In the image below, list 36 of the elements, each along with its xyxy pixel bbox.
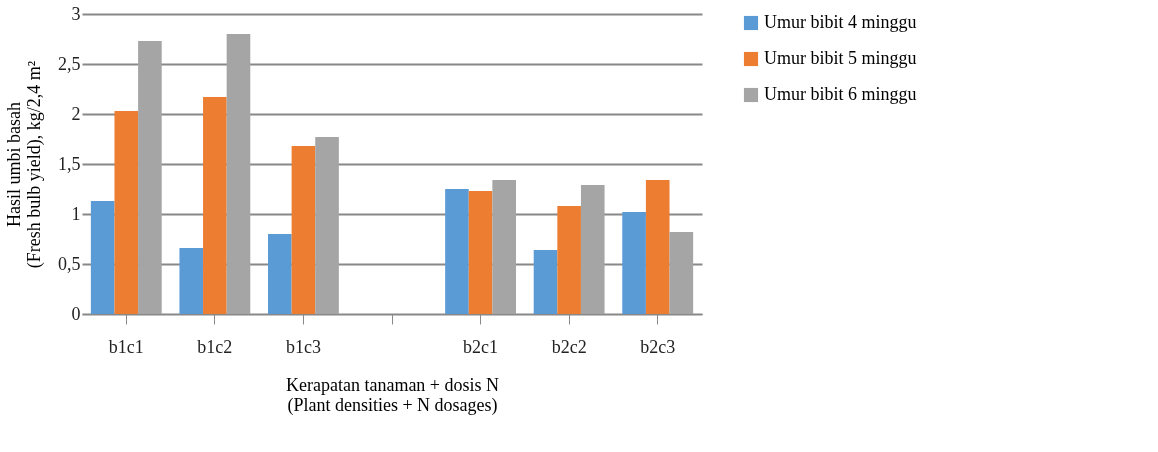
x-tick-label: b1c1 — [108, 336, 144, 357]
bar — [669, 232, 694, 314]
bar — [645, 180, 670, 314]
bar — [203, 97, 227, 314]
bar — [179, 248, 204, 314]
legend-label: Umur bibit 4 minggu — [764, 12, 917, 32]
bar — [533, 250, 558, 314]
y-tick-label: 1,5 — [58, 153, 81, 174]
bar — [114, 111, 139, 314]
x-tick-label: b2c1 — [463, 336, 499, 357]
bar — [445, 189, 469, 314]
x-tick-label: b2c3 — [640, 336, 676, 357]
x-tick-label: b2c2 — [551, 336, 587, 357]
x-axis-title: Kerapatan tanaman + dosis N (Plant densities + N dosages) — [285, 374, 500, 416]
y-tick-label: 2 — [71, 103, 81, 124]
x-tick-label: b1c3 — [285, 336, 321, 357]
bar — [492, 180, 516, 314]
bar — [268, 234, 292, 314]
bar — [468, 191, 493, 314]
bar — [291, 146, 316, 314]
y-tick-label: 2,5 — [58, 53, 81, 74]
bar — [622, 212, 646, 314]
y-tick-label: 0 — [71, 303, 81, 324]
y-axis-title: Hasil umbi basah (Fresh bulb yield), kg/2,4 m² — [4, 60, 45, 269]
bar — [226, 34, 251, 314]
x-tick-label: b1c2 — [197, 336, 233, 357]
bar — [557, 206, 581, 314]
y-tick-label: 1 — [71, 203, 81, 224]
bar — [315, 137, 339, 314]
bar — [580, 185, 605, 314]
bar — [90, 201, 115, 314]
legend-label: Umur bibit 6 minggu — [764, 84, 917, 104]
y-tick-label: 3 — [71, 3, 81, 24]
legend-label: Umur bibit 5 minggu — [764, 48, 917, 68]
y-tick-label: 0,5 — [58, 253, 81, 274]
bar — [138, 41, 162, 314]
